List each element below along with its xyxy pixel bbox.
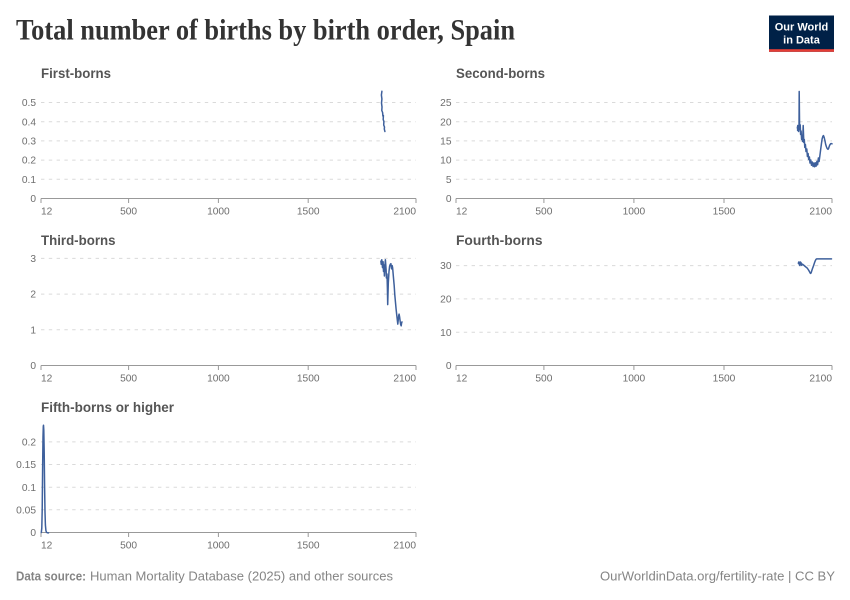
- svg-text:Third-borns: Third-borns: [41, 233, 116, 248]
- svg-text:2100: 2100: [393, 374, 416, 385]
- svg-text:0.1: 0.1: [22, 175, 36, 186]
- svg-text:0.4: 0.4: [22, 117, 36, 128]
- svg-text:3: 3: [30, 254, 36, 265]
- svg-text:25: 25: [440, 98, 452, 109]
- svg-text:0.5: 0.5: [22, 98, 36, 109]
- svg-text:Human Mortality Database (2025: Human Mortality Database (2025) and othe…: [90, 569, 393, 583]
- svg-text:2100: 2100: [393, 541, 416, 552]
- svg-text:12: 12: [456, 207, 468, 218]
- svg-text:OurWorldinData.org/fertility-r: OurWorldinData.org/fertility-rate | CC B…: [600, 569, 836, 583]
- svg-text:Our World: Our World: [775, 21, 829, 33]
- svg-text:500: 500: [120, 374, 137, 385]
- svg-text:12: 12: [41, 374, 53, 385]
- svg-text:0: 0: [30, 361, 36, 372]
- svg-text:0.2: 0.2: [22, 156, 36, 167]
- svg-text:0.3: 0.3: [22, 137, 36, 148]
- svg-text:12: 12: [41, 541, 53, 552]
- svg-text:10: 10: [440, 328, 452, 339]
- svg-text:5: 5: [446, 175, 452, 186]
- svg-text:0.05: 0.05: [16, 505, 36, 516]
- svg-text:1000: 1000: [623, 207, 646, 218]
- svg-text:20: 20: [440, 295, 452, 306]
- svg-text:500: 500: [120, 541, 137, 552]
- svg-text:30: 30: [440, 261, 452, 272]
- svg-text:500: 500: [120, 207, 137, 218]
- svg-text:1500: 1500: [297, 541, 320, 552]
- svg-text:2100: 2100: [809, 207, 832, 218]
- svg-text:12: 12: [41, 207, 53, 218]
- svg-text:1500: 1500: [713, 374, 736, 385]
- svg-text:2: 2: [30, 290, 36, 301]
- svg-text:12: 12: [456, 374, 468, 385]
- svg-text:0.15: 0.15: [16, 460, 36, 471]
- svg-text:1: 1: [30, 325, 36, 336]
- svg-text:1500: 1500: [297, 374, 320, 385]
- svg-text:10: 10: [440, 156, 452, 167]
- svg-text:1500: 1500: [713, 207, 736, 218]
- svg-text:2100: 2100: [809, 374, 832, 385]
- svg-text:1000: 1000: [207, 207, 230, 218]
- svg-text:1000: 1000: [623, 374, 646, 385]
- svg-text:500: 500: [535, 374, 552, 385]
- svg-text:Second-borns: Second-borns: [456, 66, 545, 81]
- svg-text:Data source:: Data source:: [16, 569, 86, 583]
- svg-text:20: 20: [440, 117, 452, 128]
- svg-text:in Data: in Data: [783, 34, 821, 46]
- svg-text:1000: 1000: [207, 541, 230, 552]
- svg-text:Total number of births by birt: Total number of births by birth order, S…: [16, 14, 515, 47]
- svg-text:2100: 2100: [393, 207, 416, 218]
- svg-text:0: 0: [30, 194, 36, 205]
- svg-text:Fifth-borns or higher: Fifth-borns or higher: [41, 400, 175, 415]
- svg-text:0.2: 0.2: [22, 438, 36, 449]
- svg-text:500: 500: [535, 207, 552, 218]
- svg-text:First-borns: First-borns: [41, 66, 111, 81]
- svg-text:0.1: 0.1: [22, 483, 36, 494]
- svg-text:15: 15: [440, 137, 452, 148]
- svg-text:1000: 1000: [207, 374, 230, 385]
- svg-text:1500: 1500: [297, 207, 320, 218]
- svg-text:0: 0: [30, 528, 36, 539]
- svg-text:Fourth-borns: Fourth-borns: [456, 233, 543, 248]
- svg-text:0: 0: [446, 194, 452, 205]
- svg-text:0: 0: [446, 361, 452, 372]
